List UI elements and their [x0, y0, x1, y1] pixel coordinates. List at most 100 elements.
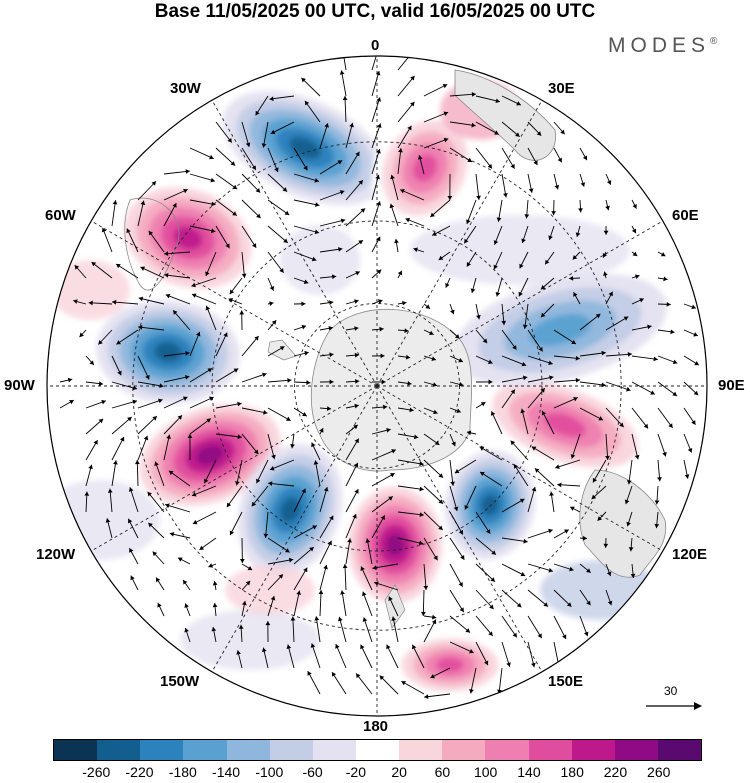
wind-arrow-head — [307, 671, 312, 676]
wind-arrow-head — [458, 582, 463, 587]
wind-arrow-head — [548, 360, 553, 366]
wind-arrow-head — [283, 238, 288, 243]
wind-arrow-head — [601, 350, 606, 356]
wind-arrow — [371, 496, 394, 513]
registered-mark: ® — [710, 36, 718, 47]
wind-arrow-head — [199, 545, 205, 550]
wind-arrow — [423, 138, 449, 149]
wind-arrow — [397, 485, 424, 490]
wind-arrow — [164, 274, 191, 279]
wind-arrow-head — [113, 460, 118, 465]
wind-arrow-head — [684, 474, 690, 479]
wind-arrow — [371, 56, 380, 71]
wind-arrow-head — [490, 577, 495, 582]
wind-arrow-head — [268, 481, 273, 486]
wind-arrow-head — [301, 324, 307, 330]
wind-arrow — [592, 459, 607, 483]
wind-arrow — [371, 449, 397, 461]
wind-arrow — [475, 641, 489, 666]
wind-arrow — [501, 537, 528, 543]
wind-arrow — [475, 537, 497, 556]
wind-arrow-head — [512, 632, 517, 638]
wind-arrow — [423, 619, 437, 643]
antarctica — [310, 308, 472, 472]
wind-arrow — [366, 538, 373, 565]
wind-arrow-head — [126, 228, 131, 234]
wind-arrow — [215, 121, 233, 143]
wind-arrow-head — [582, 535, 587, 541]
wind-arrow — [553, 329, 577, 345]
wind-arrow — [345, 438, 360, 461]
wind-arrow — [319, 564, 327, 591]
wind-arrow — [397, 125, 412, 149]
wind-arrow-head — [128, 487, 134, 492]
meridian-line — [211, 99, 378, 387]
anomaly-patch — [225, 565, 315, 615]
wind-arrow-head — [318, 590, 324, 595]
anomaly-contour — [544, 412, 586, 438]
wind-arrow — [449, 537, 465, 560]
wind-arrow-head — [254, 449, 259, 455]
colorbar-tick-label: -20 — [345, 764, 366, 780]
wind-arrow-head — [404, 328, 409, 333]
map-border — [46, 55, 708, 717]
wind-arrow — [341, 70, 347, 97]
wind-arrow-head — [168, 470, 174, 476]
wind-arrow-head — [165, 503, 170, 508]
meridian-line — [90, 385, 378, 552]
wind-arrow-head — [263, 533, 269, 538]
wind-arrow — [226, 485, 243, 508]
wind-arrow — [501, 615, 518, 638]
wind-arrow-head — [562, 634, 567, 640]
wind-arrow-head — [256, 478, 261, 484]
wind-arrow-head — [412, 644, 417, 650]
wind-arrow — [363, 617, 373, 643]
wind-arrow — [466, 199, 477, 225]
wind-arrow-head — [287, 378, 292, 383]
wind-arrow-head — [630, 573, 636, 578]
wind-arrow-head — [88, 464, 93, 470]
wind-arrow-head — [485, 529, 491, 534]
wind-arrow-head — [329, 300, 334, 306]
wind-arrow-head — [353, 424, 358, 430]
wind-arrow — [498, 667, 503, 694]
wind-arrow — [241, 433, 259, 455]
wind-arrow-head — [229, 289, 235, 295]
wind-arrow-head — [302, 412, 307, 417]
wind-arrow-head — [464, 504, 469, 510]
wind-arrow-head — [270, 596, 276, 601]
wind-arrow-head — [324, 123, 329, 128]
wind-arrow — [251, 485, 269, 507]
brand-text: MODES — [608, 34, 711, 57]
wind-arrow-head — [354, 326, 359, 331]
wind-arrow — [267, 225, 289, 244]
wind-arrow-head — [397, 270, 403, 276]
wind-arrow-head — [443, 111, 449, 116]
colorbar-swatch — [614, 740, 658, 760]
wind-arrow — [189, 368, 213, 383]
wind-arrow-head — [165, 293, 171, 299]
wind-arrow — [293, 546, 315, 565]
wind-arrow — [163, 396, 188, 409]
wind-arrow-head — [204, 478, 209, 484]
wind-arrow-head — [208, 396, 214, 402]
wind-arrow-head — [548, 235, 553, 240]
wind-arrow-head — [389, 203, 395, 209]
wind-arrow-head — [314, 177, 319, 183]
wind-arrow-head — [503, 193, 508, 198]
wind-arrow — [571, 433, 581, 459]
wind-arrow-head — [177, 415, 183, 420]
wind-arrow-head — [354, 489, 359, 494]
colorbar-swatch — [571, 740, 615, 760]
wind-arrow — [555, 459, 581, 469]
wind-arrow — [553, 615, 567, 640]
wind-arrow-head — [603, 230, 609, 235]
wind-arrow-head — [254, 336, 259, 341]
wind-arrow-head — [358, 180, 363, 185]
wind-arrow — [293, 225, 320, 234]
latitude-circle — [132, 141, 622, 631]
wind-arrow — [510, 440, 529, 461]
wind-arrow-head — [347, 538, 352, 543]
wind-arrow — [137, 355, 150, 380]
